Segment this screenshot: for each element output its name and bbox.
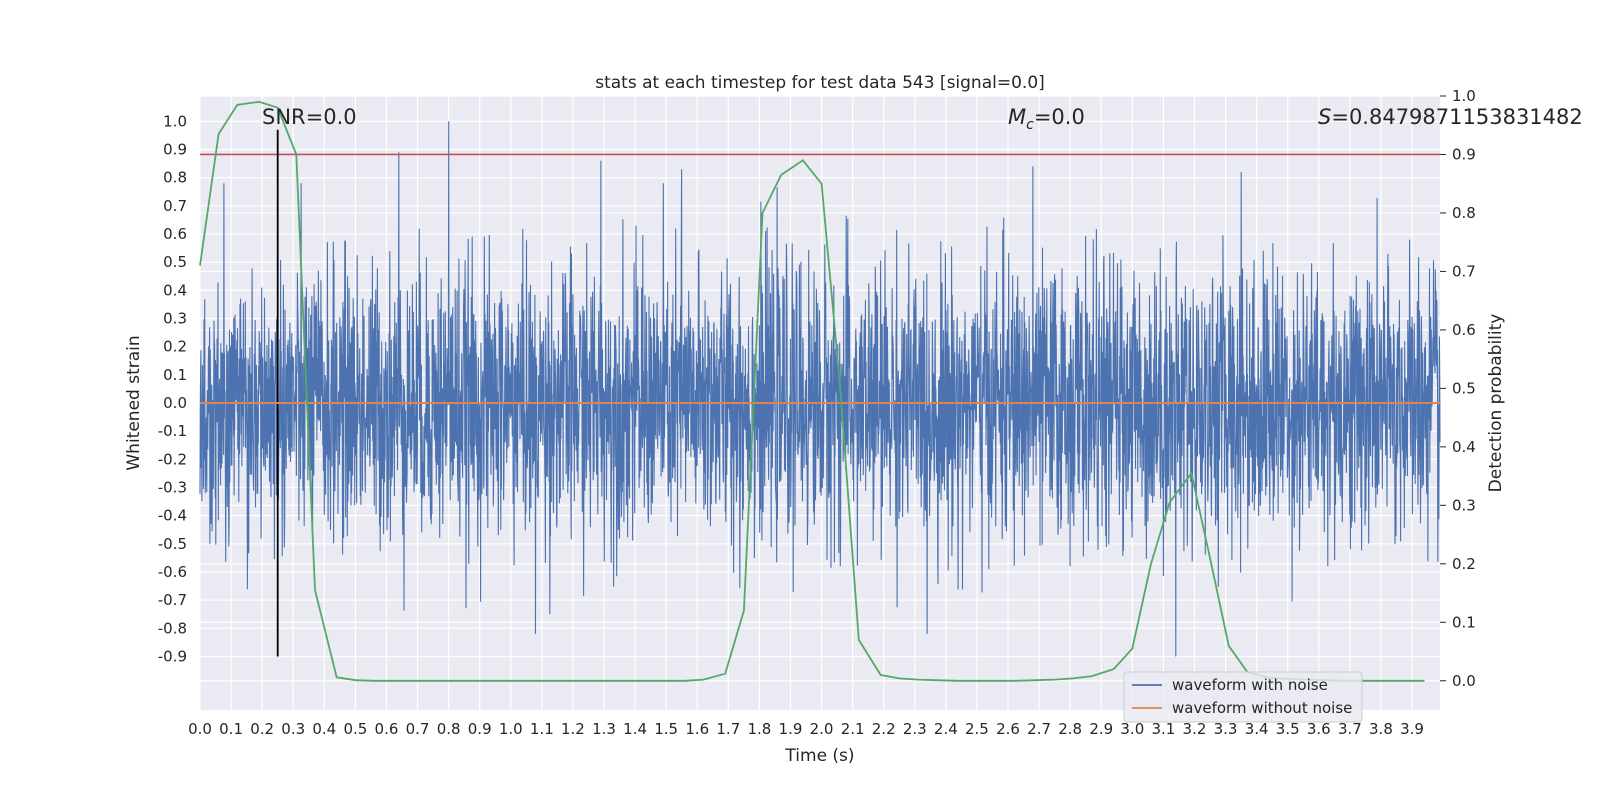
y-tick-label: -0.6	[158, 563, 187, 581]
x-tick-label: 0.2	[250, 720, 274, 738]
chirp-mass-symbol: M	[1008, 105, 1026, 129]
y-tick-label: -0.9	[158, 647, 187, 665]
x-tick-label: 3.0	[1120, 720, 1144, 738]
x-tick-label: 2.4	[934, 720, 958, 738]
y-tick-label: 0.2	[163, 338, 187, 356]
x-tick-label: 0.3	[281, 720, 305, 738]
score-value: =0.8479871153831482	[1331, 105, 1582, 129]
y2-tick-label: 0.8	[1452, 204, 1476, 222]
y-tick-label: -0.3	[158, 478, 187, 496]
x-tick-label: 0.4	[312, 720, 336, 738]
x-tick-label: 1.9	[779, 720, 803, 738]
chirp-mass-value: =0.0	[1034, 105, 1085, 129]
y-tick-label: 0.9	[163, 141, 187, 159]
x-tick-label: 2.3	[903, 720, 927, 738]
x-tick-label: 2.6	[996, 720, 1020, 738]
x-tick-label: 1.0	[499, 720, 523, 738]
score-symbol: S	[1318, 105, 1331, 129]
y-tick-label: 0.8	[163, 169, 187, 187]
legend: waveform with noise waveform without noi…	[1123, 671, 1363, 723]
x-tick-label: 2.5	[965, 720, 989, 738]
y2-tick-label: 0.6	[1452, 321, 1476, 339]
x-tick-label: 3.4	[1245, 720, 1269, 738]
x-tick-label: 3.1	[1151, 720, 1175, 738]
x-tick-label: 1.6	[685, 720, 709, 738]
x-tick-label: 0.1	[219, 720, 243, 738]
waveform-with-noise-path	[199, 121, 1441, 657]
y-tick-label: 0.0	[163, 394, 187, 412]
detection-probability-path	[199, 100, 1425, 682]
x-tick-label: 3.8	[1369, 720, 1393, 738]
y2-tick-label: 1.0	[1452, 87, 1476, 105]
reference-lines	[200, 129, 1440, 657]
x-tick-label: 0.0	[188, 720, 212, 738]
x-tick-label: 3.7	[1338, 720, 1362, 738]
x-tick-label: 1.4	[623, 720, 647, 738]
score-annotation: S=0.8479871153831482	[1318, 105, 1583, 129]
detection-probability-line	[199, 100, 1425, 682]
chart-title: stats at each timestep for test data 543…	[595, 73, 1045, 93]
x-tick-label: 0.9	[468, 720, 492, 738]
y2-tick-label: 0.7	[1452, 262, 1476, 280]
x-tick-label: 1.5	[654, 720, 678, 738]
y2-tick-label: 0.4	[1452, 438, 1476, 456]
x-tick-label: 3.3	[1214, 720, 1238, 738]
x-axis-label: Time (s)	[784, 746, 854, 766]
y-tick-label: 0.4	[163, 281, 187, 299]
x-tick-label: 3.2	[1183, 720, 1207, 738]
y-tick-label: -0.1	[158, 422, 187, 440]
legend-label-clean: waveform without noise	[1172, 699, 1352, 717]
x-tick-label: 1.2	[561, 720, 585, 738]
y2-tick-label: 0.3	[1452, 496, 1476, 514]
x-tick-label: 1.8	[747, 720, 771, 738]
x-tick-label: 2.2	[872, 720, 896, 738]
y-tick-label: 0.5	[163, 253, 187, 271]
x-tick-label: 2.0	[810, 720, 834, 738]
y-tick-label: 1.0	[163, 112, 187, 130]
y-axis-label: Whitened strain	[124, 335, 144, 470]
snr-annotation: SNR=0.0	[262, 105, 357, 129]
y-tick-label: -0.5	[158, 535, 187, 553]
y2-tick-label: 0.2	[1452, 555, 1476, 573]
x-tick-label: 1.7	[716, 720, 740, 738]
y-tick-label: -0.4	[158, 507, 187, 525]
tick-labels: 0.0 0.1 0.2 0.3 0.4 0.5 0.6 0.7 0.8 0.9 1.0 1.1 1.2 1…	[158, 87, 1476, 738]
y-tick-label: -0.2	[158, 450, 187, 468]
chirp-mass-subscript: c	[1026, 117, 1034, 133]
x-tick-label: 2.1	[841, 720, 865, 738]
x-tick-label: 2.7	[1027, 720, 1051, 738]
x-tick-label: 0.5	[343, 720, 367, 738]
y-tick-label: 0.3	[163, 310, 187, 328]
y-tick-label: 0.6	[163, 225, 187, 243]
y-tick-label: 0.7	[163, 197, 187, 215]
waveform-with-noise-line	[199, 121, 1441, 657]
x-tick-label: 0.8	[437, 720, 461, 738]
x-tick-label: 1.3	[592, 720, 616, 738]
y2-tick-label: 0.5	[1452, 379, 1476, 397]
y2-tick-label: 0.1	[1452, 613, 1476, 631]
x-tick-label: 0.7	[406, 720, 430, 738]
x-tick-label: 3.5	[1276, 720, 1300, 738]
y-tick-label: -0.7	[158, 591, 187, 609]
x-tick-label: 3.6	[1307, 720, 1331, 738]
y2-tick-label: 0.9	[1452, 145, 1476, 163]
x-tick-label: 2.8	[1058, 720, 1082, 738]
chirp-mass-annotation: Mc=0.0	[1008, 105, 1085, 133]
y2-axis-label: Detection probability	[1486, 314, 1506, 493]
x-tick-label: 1.1	[530, 720, 554, 738]
x-tick-label: 3.9	[1400, 720, 1424, 738]
y-tick-label: 0.1	[163, 366, 187, 384]
y2-tick-label: 0.0	[1452, 672, 1476, 690]
legend-box	[1123, 671, 1363, 723]
legend-label-noise: waveform with noise	[1172, 676, 1328, 694]
x-tick-label: 0.6	[375, 720, 399, 738]
y-tick-label: -0.8	[158, 619, 187, 637]
x-tick-label: 2.9	[1089, 720, 1113, 738]
